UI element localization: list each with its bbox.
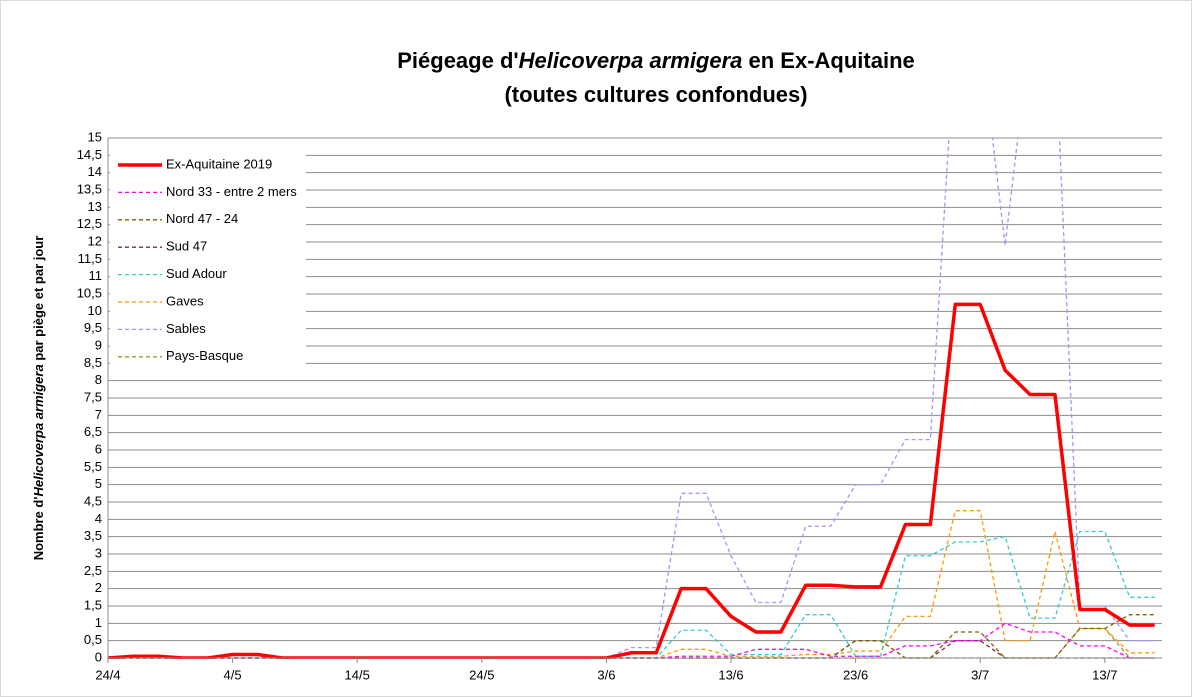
x-tick-label: 14/5 [345, 667, 370, 682]
y-label-part: Helicoverpa armigera [31, 364, 46, 496]
title-part: en Ex-Aquitaine [742, 48, 914, 73]
y-tick-label: 10 [88, 303, 102, 318]
y-tick-label: 13,5 [77, 181, 102, 196]
x-tick-label: 4/5 [224, 667, 242, 682]
legend-label: Nord 47 - 24 [166, 211, 238, 226]
chart-title: Piégeage d'Helicoverpa armigera en Ex-Aq… [397, 48, 915, 73]
y-tick-label: 5,5 [84, 459, 102, 474]
y-tick-label: 3 [95, 545, 102, 560]
y-tick-label: 11 [89, 268, 103, 283]
legend-box [110, 148, 306, 372]
y-tick-label: 14 [88, 164, 102, 179]
series-line [108, 510, 1155, 659]
chart-subtitle: (toutes cultures confondues) [504, 82, 807, 107]
y-tick-label: 1 [95, 615, 102, 630]
y-label-part: Nombre d' [31, 497, 46, 561]
y-tick-label: 9 [95, 337, 102, 352]
legend: Ex-Aquitaine 2019 Nord 33 - entre 2 mers N… [110, 148, 306, 372]
y-tick-label: 6,5 [84, 424, 102, 439]
legend-label: Ex-Aquitaine 2019 [166, 156, 272, 171]
x-tick-label: 3/6 [597, 667, 615, 682]
x-tick-label: 13/6 [718, 667, 743, 682]
y-tick-label: 10,5 [77, 285, 102, 300]
title-part: Piégeage d' [397, 48, 518, 73]
y-tick-label: 4 [95, 511, 102, 526]
y-tick-label: 9,5 [84, 320, 102, 335]
y-tick-label: 6 [95, 441, 102, 456]
legend-label: Sud Adour [166, 266, 227, 281]
y-tick-label: 7,5 [84, 389, 102, 404]
legend-label: Gaves [166, 293, 204, 308]
y-tick-label: 4,5 [84, 493, 102, 508]
y-tick-label: 5 [95, 476, 102, 491]
y-tick-label: 12,5 [77, 216, 102, 231]
y-label-part: par piège et par jour [31, 236, 46, 365]
y-tick-label: 1,5 [84, 597, 102, 612]
series-line [108, 530, 1155, 659]
legend-label: Sud 47 [166, 239, 207, 254]
legend-label: Sables [166, 321, 206, 336]
legend-label: Nord 33 - entre 2 mers [166, 184, 297, 199]
y-axis-title: Nombre d'Helicoverpa armigera par piège … [31, 236, 46, 561]
x-tick-label: 3/7 [971, 667, 989, 682]
y-tick-label: 13 [88, 199, 102, 214]
y-tick-label: 8,5 [84, 355, 102, 370]
y-tick-label: 2 [95, 580, 102, 595]
y-tick-label: 0,5 [84, 632, 102, 647]
title-part: Helicoverpa armigera [519, 48, 743, 73]
y-tick-label: 3,5 [84, 528, 102, 543]
y-tick-label: 2,5 [84, 563, 102, 578]
axes: 00,511,522,533,544,555,566,577,588,599,5… [77, 129, 1162, 682]
y-tick-label: 0 [95, 649, 102, 664]
y-tick-label: 15 [88, 129, 102, 144]
y-tick-label: 11,5 [78, 251, 102, 266]
x-tick-label: 24/5 [469, 667, 494, 682]
x-tick-label: 23/6 [843, 667, 868, 682]
x-tick-label: 13/7 [1092, 667, 1117, 682]
series-line [108, 622, 1155, 659]
y-tick-label: 7 [95, 407, 102, 422]
legend-label: Pays-Basque [166, 348, 243, 363]
x-tick-label: 24/4 [95, 667, 120, 682]
y-tick-label: 12 [88, 233, 102, 248]
y-tick-label: 14,5 [77, 147, 102, 162]
series-line [108, 138, 1155, 659]
y-tick-label: 8 [95, 372, 102, 387]
